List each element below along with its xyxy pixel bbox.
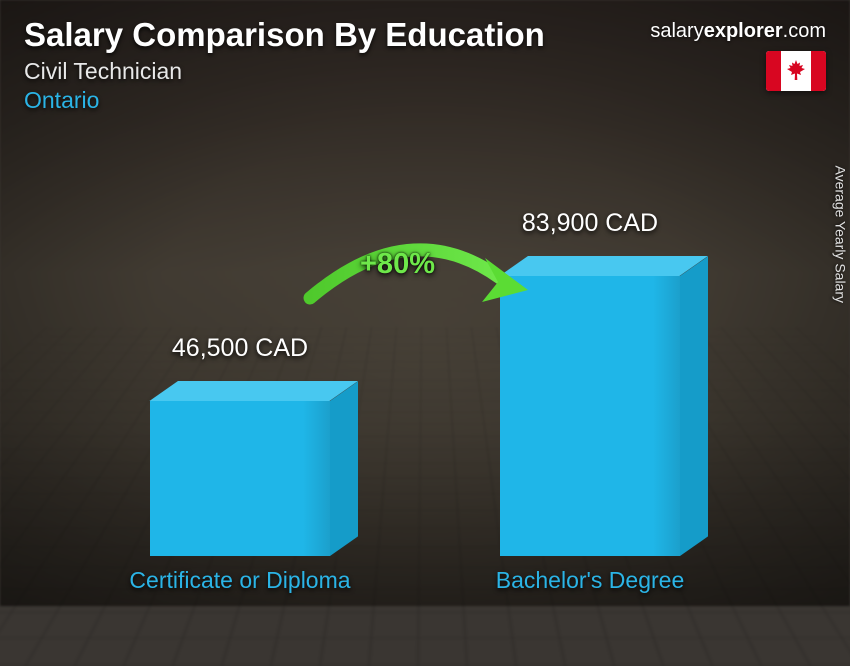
brand-suffix: .com	[783, 20, 826, 42]
maple-leaf-icon	[786, 60, 806, 82]
bar-category-label: Bachelor's Degree	[440, 567, 740, 594]
branding: salaryexplorer.com	[650, 20, 826, 96]
bar-category-label: Certificate or Diploma	[90, 567, 390, 594]
flag-icon	[766, 51, 826, 91]
brand-bold: explorer	[704, 20, 783, 42]
bar-front	[150, 401, 330, 556]
bar-chart: +80% 46,500 CADCertificate or Diploma83,…	[0, 136, 850, 606]
increase-arrow-icon	[290, 228, 550, 348]
bar-side	[680, 256, 708, 556]
bar-side	[330, 381, 358, 556]
delta-badge: +80%	[360, 248, 435, 281]
brand-logo-text: salaryexplorer.com	[650, 20, 826, 43]
brand-prefix: salary	[650, 20, 703, 42]
bar-top	[150, 381, 358, 401]
